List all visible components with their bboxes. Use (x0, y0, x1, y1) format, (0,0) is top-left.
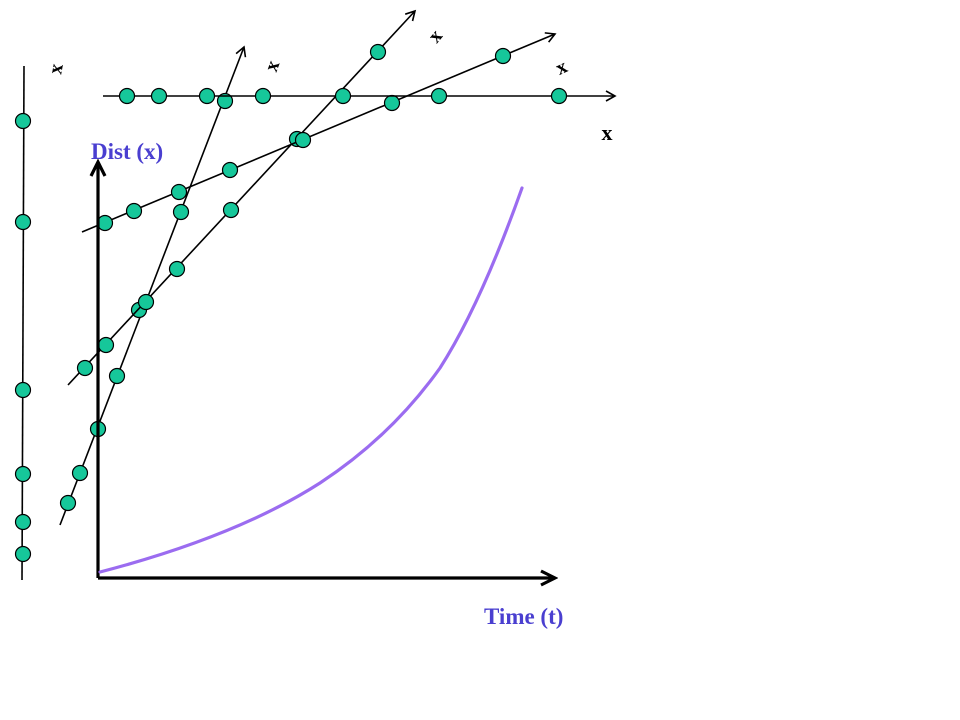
shallow-line (81, 32, 557, 233)
horizontal-dot (150, 87, 168, 105)
x-axis-label: Time (t) (484, 604, 563, 629)
horizontal-dot (550, 87, 568, 105)
steep-dot (108, 367, 126, 385)
steep-dot (172, 203, 190, 221)
vertical-dot (14, 545, 32, 563)
steep-dot (71, 464, 89, 482)
medium-dot (168, 260, 186, 278)
medium-line-label: x (424, 25, 447, 47)
vertical-dot (14, 112, 32, 130)
horizontal-line-group: x (103, 87, 617, 145)
shallow-dot (125, 202, 143, 220)
steep-line-label: x (260, 57, 284, 74)
steep-line-group: x (59, 45, 284, 526)
vertical-dot (14, 465, 32, 483)
shallow-line-label: x (552, 55, 570, 79)
horizontal-dot (334, 87, 352, 105)
vertical-dot (14, 213, 32, 231)
shallow-dot (383, 94, 401, 112)
main-axes (98, 163, 554, 578)
shallow-dot (96, 214, 114, 232)
horizontal-dot (118, 87, 136, 105)
horizontal-dot (198, 87, 216, 105)
shallow-dot (294, 131, 312, 149)
horizontal-dot (254, 87, 272, 105)
medium-dot (76, 359, 94, 377)
medium-dot (97, 336, 115, 354)
shallow-dot (170, 183, 188, 201)
horizontal-line-label: x (602, 120, 613, 145)
shallow-dot (494, 47, 512, 65)
y-axis-label: Dist (x) (91, 139, 163, 164)
vertical-line (21, 65, 25, 581)
horizontal-dot (430, 87, 448, 105)
steep-dot (216, 92, 234, 110)
medium-dot (222, 201, 240, 219)
vertical-line-label: x (44, 62, 67, 76)
medium-line (67, 9, 417, 386)
medium-dot (369, 43, 387, 61)
distance-time-curve (98, 186, 524, 574)
vertical-dot (14, 513, 32, 531)
shallow-dot (221, 161, 239, 179)
steep-line (59, 45, 247, 526)
shallow-line-group: x (81, 32, 571, 233)
medium-line-group: x (67, 9, 447, 386)
medium-dot (137, 293, 155, 311)
steep-dot (59, 494, 77, 512)
vertical-line-group: x (14, 62, 68, 581)
vertical-dot (14, 381, 32, 399)
